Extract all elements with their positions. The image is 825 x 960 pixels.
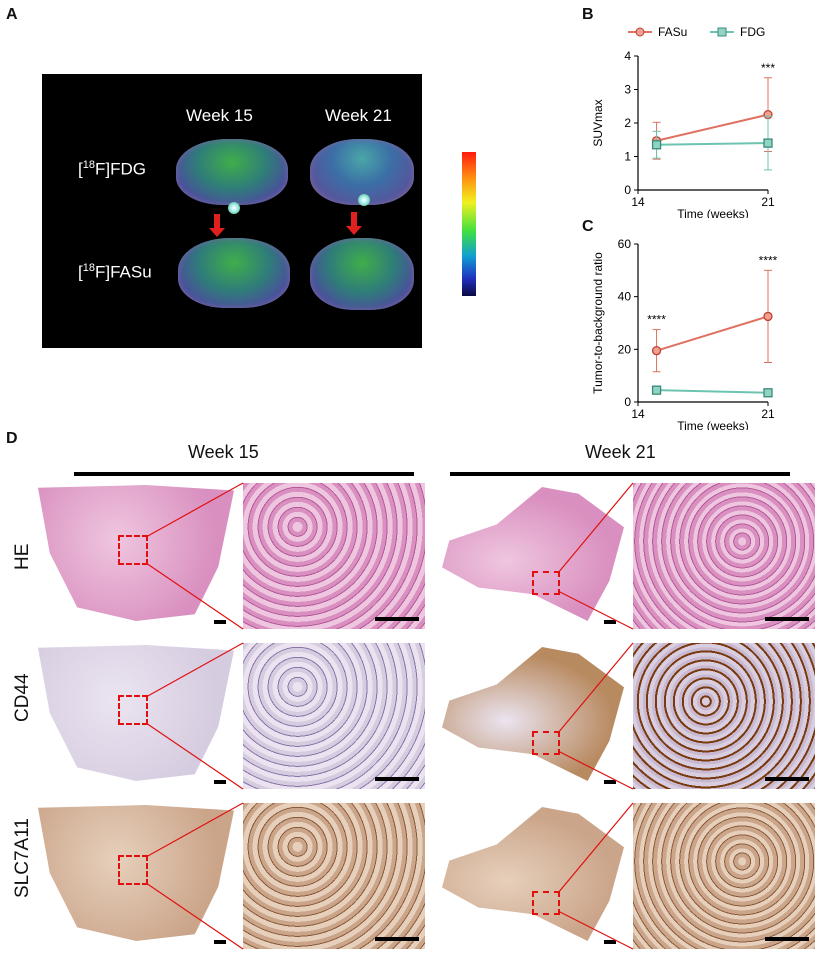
- panel-label-d: D: [6, 430, 18, 447]
- x-tick-label: 14: [631, 407, 645, 421]
- zoom-region-box: [532, 891, 560, 915]
- x-axis-title: Time (weeks): [677, 419, 749, 430]
- data-point-fdg: [651, 140, 662, 150]
- scale-bar: [375, 617, 419, 621]
- scale-bar: [375, 937, 419, 941]
- series-line-fdg: [656, 142, 769, 146]
- pet-week15-label: Week 15: [186, 106, 253, 125]
- y-axis-title: SUVmax: [591, 99, 605, 146]
- significance-label: ****: [759, 253, 778, 267]
- scale-bar: [214, 780, 226, 784]
- week15-bracket-line: [74, 472, 414, 476]
- pet-week21-label: Week 21: [325, 106, 392, 125]
- zoom-region-box: [532, 571, 560, 595]
- x-tick-label: 14: [631, 195, 645, 209]
- y-tick-label: 3: [624, 83, 631, 97]
- scale-bar: [765, 617, 809, 621]
- colorbar-min: 0: [460, 300, 470, 319]
- tissue-zoom-week21: [633, 643, 815, 789]
- x-tick-label: 21: [761, 407, 775, 421]
- scale-bar: [214, 620, 226, 624]
- legend-marker: [635, 27, 645, 37]
- series-line-fasu: [656, 315, 769, 352]
- pet-slice-fasu-week15: [178, 238, 290, 308]
- data-point-fasu: [651, 346, 662, 356]
- tissue-zoom-week15: [243, 643, 425, 789]
- x-tick-label: 21: [761, 195, 775, 209]
- panel-label-a: A: [6, 6, 18, 23]
- zoom-region-box: [118, 535, 148, 565]
- legend-marker: [717, 27, 727, 37]
- y-tick-label: 4: [624, 49, 631, 63]
- histology-week15-title: Week 15: [188, 442, 259, 462]
- scale-bar: [765, 937, 809, 941]
- suv-colorbar: [462, 152, 476, 296]
- data-point-fdg: [651, 385, 662, 395]
- significance-label: ***: [761, 61, 775, 75]
- week21-bracket-line: [450, 472, 790, 476]
- tissue-overview-week21: [442, 807, 624, 941]
- colorbar-title: SUV: [430, 203, 449, 238]
- fdg-row-label: [18F]FDG: [78, 159, 146, 179]
- y-tick-label: 0: [624, 183, 631, 197]
- pet-slice-fdg-week15: [176, 139, 288, 205]
- data-point-fdg: [763, 388, 773, 398]
- chart-c-tbr: 0 20 40 60 14 21 Time (weeks) Tumor-to-backgrou…: [591, 237, 778, 430]
- tissue-zoom-week21: [633, 803, 815, 949]
- pet-spine-marker: [358, 194, 370, 206]
- scale-bar: [375, 777, 419, 781]
- y-tick-label: 0: [624, 395, 631, 409]
- fasu-row-label: [18F]FASu: [78, 262, 152, 282]
- scale-bar: [604, 780, 616, 784]
- pet-slice-fasu-week21: [310, 238, 414, 310]
- histology-week21-title: Week 21: [585, 442, 656, 462]
- red-arrow-icon: [346, 212, 362, 235]
- tissue-overview-week21: [442, 647, 624, 781]
- significance-label: ****: [647, 313, 666, 327]
- y-tick-label: 20: [618, 342, 632, 356]
- zoom-region-box: [532, 731, 560, 755]
- data-point-fasu: [763, 311, 773, 322]
- pet-image-panel: Week 15 Week 21 [18F]FDG [18F]FASu: [42, 74, 422, 348]
- y-tick-label: 1: [624, 150, 631, 164]
- scale-bar: [765, 777, 809, 781]
- legend-label-fasu: FASu: [658, 25, 687, 39]
- chart-b-suvmax: 0 1 2 3 4 14 21 Time (weeks) SUVmax *** FASu FDG: [591, 25, 775, 218]
- row-label-he: HE: [12, 543, 33, 570]
- tissue-zoom-week21: [633, 483, 815, 629]
- legend-label-fdg: FDG: [740, 25, 765, 39]
- colorbar-max: 2: [460, 128, 470, 147]
- pet-spine-marker: [228, 202, 240, 214]
- y-tick-label: 60: [618, 237, 632, 251]
- series-line-fasu: [656, 113, 769, 142]
- zoom-region-box: [118, 855, 148, 885]
- red-arrow-icon: [209, 214, 225, 237]
- data-point-fdg: [763, 138, 773, 148]
- y-tick-label: 2: [624, 116, 631, 130]
- tissue-zoom-week15: [243, 483, 425, 629]
- row-label-cd44: CD44: [12, 673, 33, 722]
- row-label-slc7a11: SLC7A11: [12, 818, 33, 898]
- x-axis-title: Time (weeks): [677, 207, 749, 218]
- scale-bar: [604, 940, 616, 944]
- tissue-zoom-week15: [243, 803, 425, 949]
- scale-bar: [214, 940, 226, 944]
- panel-label-c: C: [582, 218, 594, 235]
- scale-bar: [604, 620, 616, 624]
- series-line-fdg: [656, 389, 769, 394]
- zoom-region-box: [118, 695, 148, 725]
- y-axis-title: Tumor-to-background ratio: [591, 252, 605, 394]
- y-tick-label: 40: [618, 290, 632, 304]
- panel-label-b: B: [582, 6, 594, 23]
- tissue-overview-week21: [442, 487, 624, 621]
